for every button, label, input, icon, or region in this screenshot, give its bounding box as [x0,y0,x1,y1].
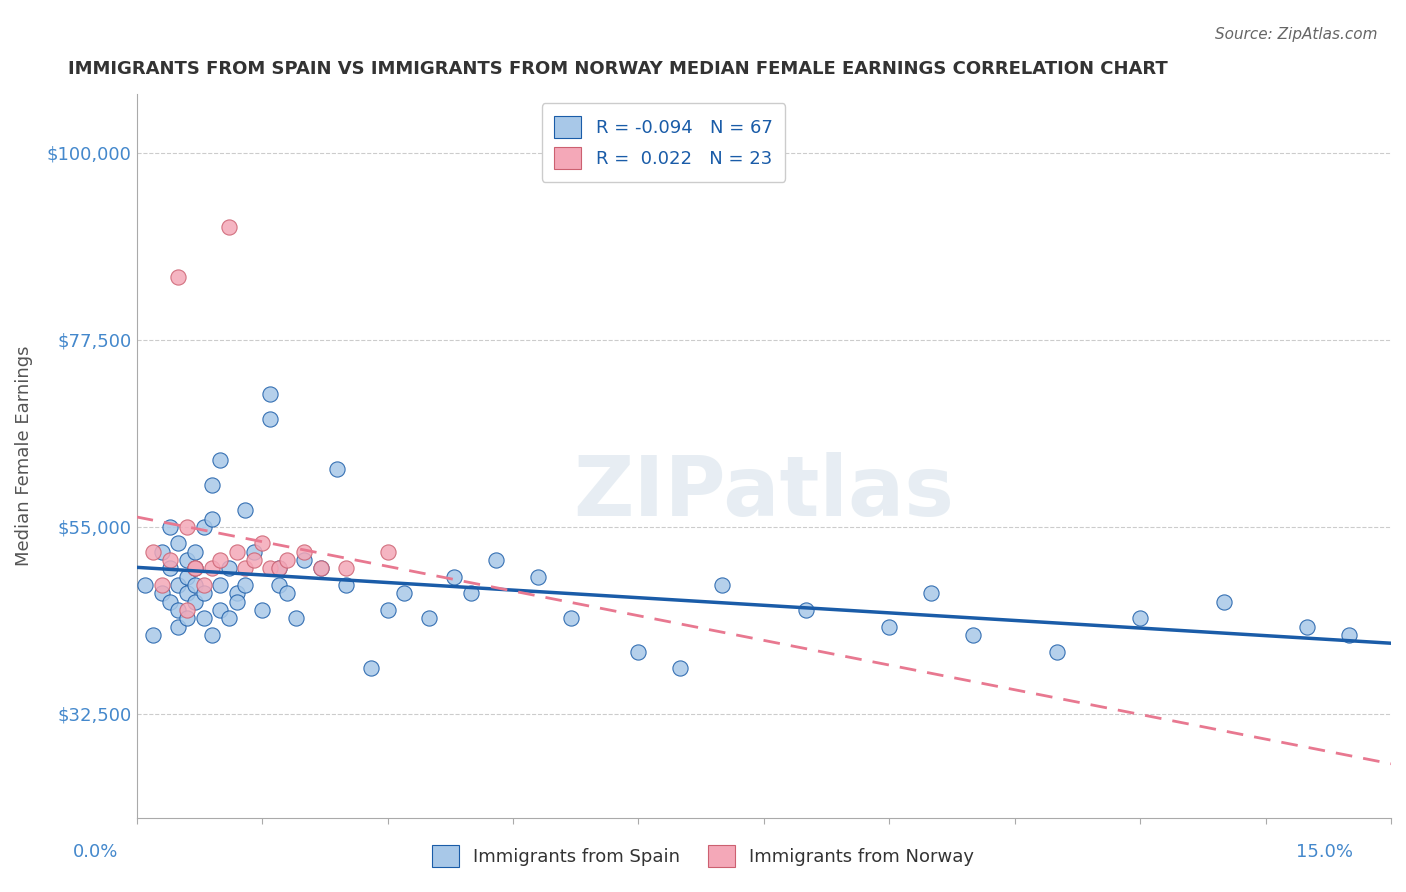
Point [176,603,198,617]
Point [920,586,942,600]
Point [176,520,198,534]
Point [309,561,332,575]
Point [284,611,307,625]
Point [962,628,984,642]
Point [259,386,281,401]
Point [1129,611,1152,625]
Point [443,570,465,584]
Point [184,561,207,575]
Point [1212,595,1234,609]
Point [267,561,290,575]
Point [335,561,357,575]
Point [201,628,224,642]
Point [167,270,190,285]
Text: IMMIGRANTS FROM SPAIN VS IMMIGRANTS FROM NORWAY MEDIAN FEMALE EARNINGS CORRELATI: IMMIGRANTS FROM SPAIN VS IMMIGRANTS FROM… [67,60,1167,78]
Point [218,220,240,235]
Point [242,553,264,567]
Point [159,520,181,534]
Point [326,461,349,475]
Point [209,578,232,592]
Point [1339,628,1361,642]
Point [309,561,332,575]
Text: 0.0%: 0.0% [73,843,118,861]
Point [250,603,273,617]
Point [377,603,399,617]
Point [150,586,173,600]
Point [193,520,215,534]
Y-axis label: Median Female Earnings: Median Female Earnings [15,346,32,566]
Point [233,561,256,575]
Point [485,553,508,567]
Point [159,595,181,609]
Point [184,561,207,575]
Text: Source: ZipAtlas.com: Source: ZipAtlas.com [1215,27,1378,42]
Point [167,536,190,550]
Point [209,553,232,567]
Point [209,453,232,467]
Point [176,553,198,567]
Point [134,578,156,592]
Point [201,511,224,525]
Legend: Immigrants from Spain, Immigrants from Norway: Immigrants from Spain, Immigrants from N… [425,838,981,874]
Point [142,628,165,642]
Point [360,661,382,675]
Point [226,586,249,600]
Point [176,570,198,584]
Point [627,644,650,658]
Point [460,586,482,600]
Point [259,411,281,425]
Point [669,661,692,675]
Point [142,545,165,559]
Point [226,545,249,559]
Point [418,611,440,625]
Point [560,611,582,625]
Point [877,620,900,634]
Legend: R = -0.094   N = 67, R =  0.022   N = 23: R = -0.094 N = 67, R = 0.022 N = 23 [541,103,786,182]
Point [711,578,734,592]
Point [201,561,224,575]
Point [335,578,357,592]
Point [1045,644,1067,658]
Point [193,578,215,592]
Point [377,545,399,559]
Point [267,561,290,575]
Point [176,586,198,600]
Point [184,578,207,592]
Text: ZIPatlas: ZIPatlas [574,452,955,533]
Point [167,578,190,592]
Point [794,603,817,617]
Point [159,561,181,575]
Point [193,611,215,625]
Point [233,503,256,517]
Point [226,595,249,609]
Point [394,586,416,600]
Point [276,553,298,567]
Point [184,595,207,609]
Point [159,553,181,567]
Point [150,545,173,559]
Point [250,536,273,550]
Point [209,603,232,617]
Point [184,545,207,559]
Point [167,620,190,634]
Point [233,578,256,592]
Point [292,553,315,567]
Point [527,570,550,584]
Point [276,586,298,600]
Point [259,561,281,575]
Point [218,561,240,575]
Point [218,611,240,625]
Point [167,603,190,617]
Point [201,478,224,492]
Point [1296,620,1319,634]
Point [150,578,173,592]
Point [193,586,215,600]
Text: 15.0%: 15.0% [1296,843,1353,861]
Point [292,545,315,559]
Point [184,561,207,575]
Point [267,578,290,592]
Point [176,611,198,625]
Point [242,545,264,559]
